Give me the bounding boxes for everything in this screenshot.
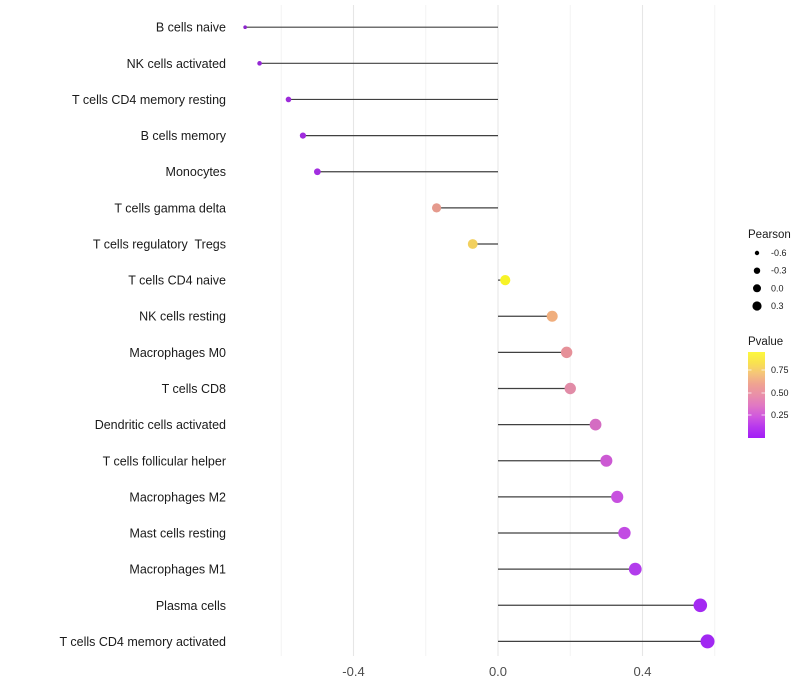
data-point (431, 203, 442, 213)
y-axis-label: T cells CD4 memory activated (60, 635, 227, 649)
size-legend-label: 0.0 (771, 283, 784, 293)
y-axis-label: T cells CD4 naive (128, 274, 226, 288)
x-axis-tick-label: 0.0 (489, 664, 507, 679)
color-legend-label: 0.50 (771, 388, 789, 398)
x-axis-tick-label: -0.4 (342, 664, 364, 679)
data-point (467, 239, 478, 249)
y-axis-label: Monocytes (166, 165, 226, 179)
size-legend-label: -0.3 (771, 266, 787, 276)
data-point (600, 454, 613, 467)
y-axis-label: T cells CD4 memory resting (72, 93, 226, 107)
data-point (560, 346, 573, 359)
data-point (243, 25, 247, 30)
size-legend-dot (753, 284, 761, 293)
y-axis-label: Macrophages M1 (129, 563, 226, 577)
data-point (564, 382, 576, 395)
size-legend-title: Pearson (748, 229, 791, 241)
y-axis-label: Dendritic cells activated (95, 418, 226, 432)
data-point (618, 526, 631, 540)
size-legend-dot (754, 250, 760, 256)
size-legend-dot (753, 267, 761, 274)
y-axis-label: T cells follicular helper (103, 454, 226, 468)
y-axis-label: T cells regulatory Tregs (93, 237, 226, 251)
y-axis-label: Macrophages M0 (129, 346, 226, 360)
data-point (299, 132, 307, 139)
data-point (285, 96, 292, 103)
y-axis-label: T cells CD8 (162, 382, 226, 396)
size-legend-label: 0.3 (771, 301, 784, 311)
data-point (700, 634, 715, 649)
color-legend-title: Pvalue (748, 336, 783, 348)
data-point (628, 562, 642, 576)
data-point (313, 168, 321, 176)
y-axis-label: Macrophages M2 (129, 490, 226, 504)
data-point (693, 598, 708, 613)
x-axis-tick-label: 0.4 (633, 664, 651, 679)
color-legend-label: 0.25 (771, 410, 789, 420)
data-point (589, 418, 602, 431)
y-axis-label: NK cells resting (139, 310, 226, 324)
y-axis-label: T cells gamma delta (114, 201, 226, 215)
data-point (611, 490, 624, 503)
y-axis-label: NK cells activated (127, 57, 226, 71)
data-point (546, 310, 558, 322)
size-legend-dot (752, 301, 762, 311)
y-axis-label: B cells naive (156, 21, 226, 35)
y-axis-label: B cells memory (141, 129, 227, 143)
color-legend-label: 0.75 (771, 365, 789, 375)
y-axis-label: Mast cells resting (129, 527, 226, 541)
data-point (257, 61, 262, 66)
data-point (500, 275, 511, 286)
pvalue-colorbar (748, 352, 765, 438)
size-legend-label: -0.6 (771, 248, 787, 258)
y-axis-label: Plasma cells (156, 599, 226, 613)
